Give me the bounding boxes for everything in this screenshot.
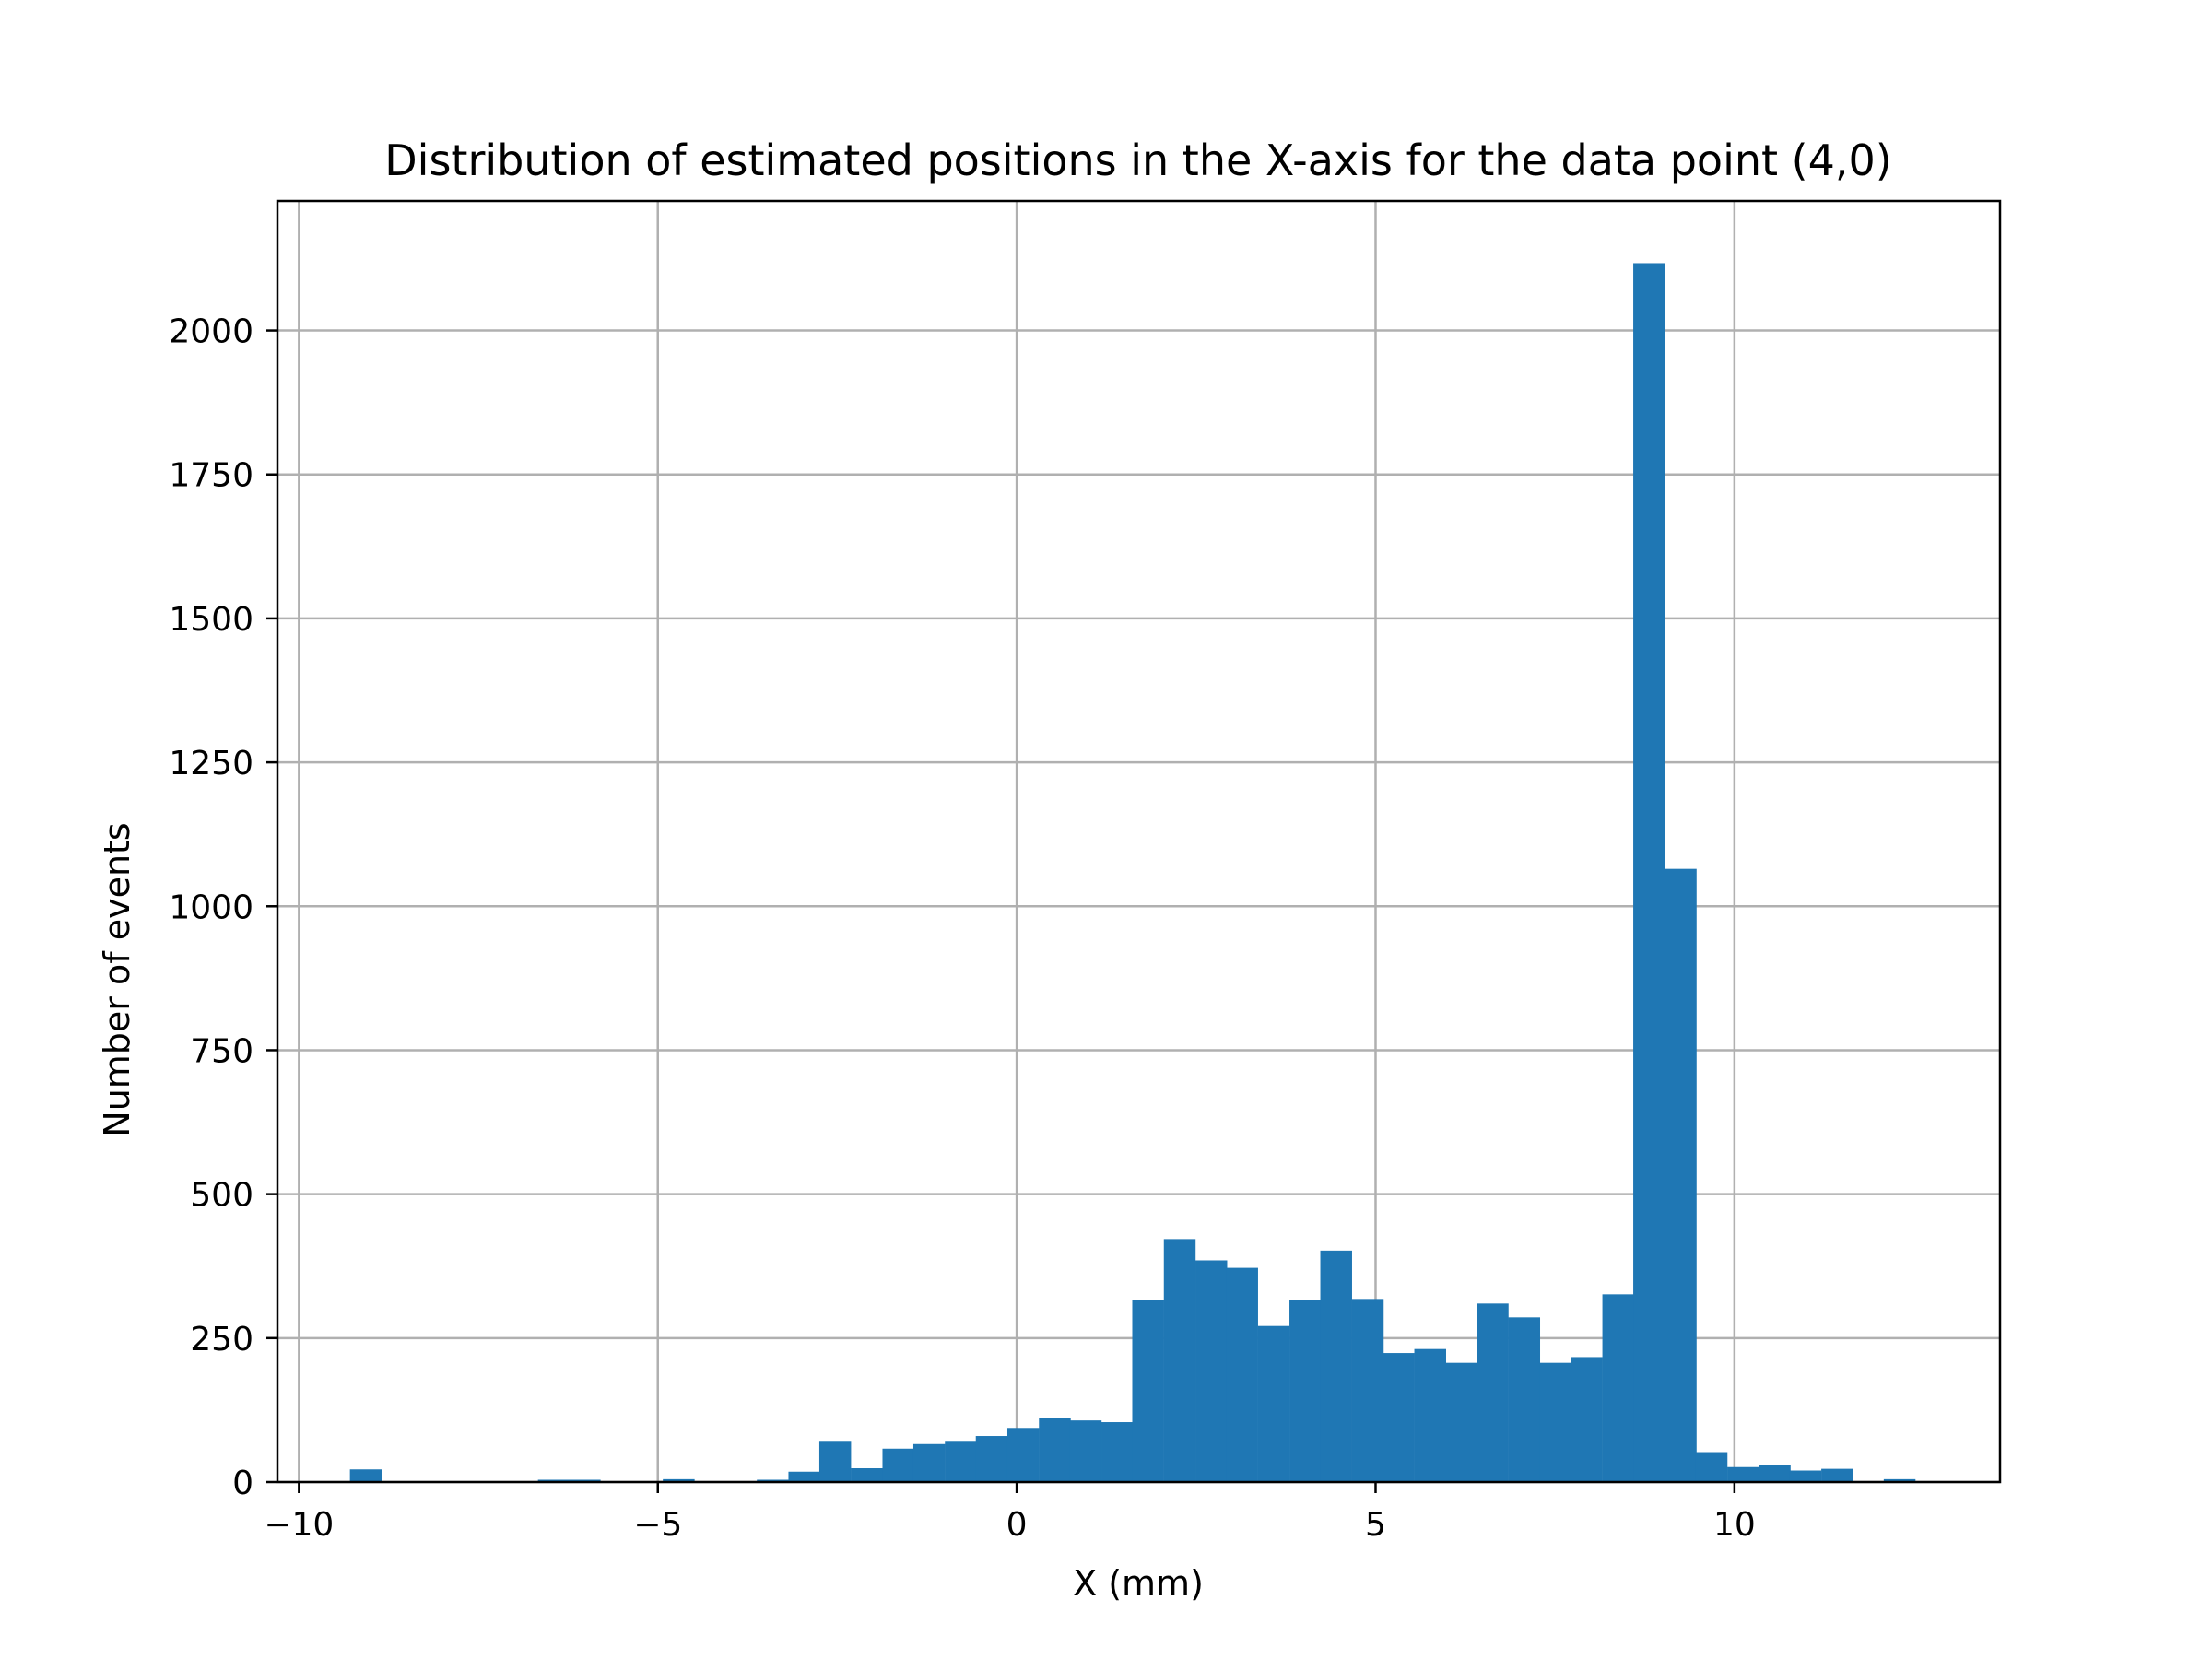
x-axis-label: X (mm) <box>1073 1563 1204 1604</box>
y-tick-label: 750 <box>190 1032 253 1070</box>
x-tick-label: 5 <box>1365 1506 1386 1544</box>
histogram-bar <box>1039 1418 1071 1482</box>
histogram-bar <box>1477 1303 1509 1482</box>
histogram-bar <box>1195 1260 1228 1482</box>
histogram-bar <box>1414 1348 1446 1482</box>
histogram-bar <box>1257 1325 1290 1482</box>
y-axis-ticks: 0 250 500 750 1000 1250 1500 1750 2000 <box>169 313 277 1502</box>
histogram-bar <box>1163 1239 1196 1482</box>
histogram-bar <box>788 1471 820 1482</box>
histogram-bar <box>1633 263 1665 1482</box>
histogram-bar <box>945 1441 977 1482</box>
y-tick-label: 0 <box>232 1465 253 1502</box>
histogram-bar <box>1665 868 1697 1482</box>
x-axis-ticks: −10 −5 0 5 10 <box>264 1482 1756 1544</box>
histogram-bar <box>1351 1299 1384 1482</box>
histogram-bar <box>1602 1294 1635 1482</box>
histogram-bar <box>1759 1465 1791 1482</box>
histogram-bar <box>882 1448 914 1482</box>
histogram-bar <box>349 1469 382 1482</box>
histogram-bar <box>1821 1468 1853 1482</box>
histogram-bar <box>1695 1452 1728 1482</box>
y-tick-label: 1500 <box>169 601 253 639</box>
histogram-bar <box>1508 1317 1541 1482</box>
histogram-bar <box>1132 1300 1164 1482</box>
histogram-bar <box>1883 1478 1916 1482</box>
histogram-bar <box>975 1436 1008 1482</box>
histogram-bar <box>1445 1362 1478 1482</box>
histogram-bar <box>912 1443 946 1482</box>
histogram-bar <box>1101 1422 1134 1482</box>
y-tick-label: 1000 <box>169 888 253 926</box>
histogram-bar <box>1539 1362 1571 1482</box>
x-tick-label: −10 <box>264 1506 334 1544</box>
histogram-bar <box>1069 1420 1102 1482</box>
plot-frame <box>276 199 2002 1484</box>
y-axis-label: Number of events <box>97 822 137 1136</box>
y-tick-label: 250 <box>190 1321 253 1359</box>
y-tick-label: 1750 <box>169 457 253 495</box>
x-tick-label: −5 <box>633 1506 682 1544</box>
histogram-bar <box>851 1468 883 1482</box>
histogram-bar <box>818 1441 852 1482</box>
x-tick-label: 10 <box>1713 1506 1756 1544</box>
histogram-bar <box>1727 1466 1759 1482</box>
histogram-bar <box>1226 1267 1258 1482</box>
histogram-bar <box>663 1478 695 1482</box>
histogram-bar <box>1382 1353 1415 1482</box>
histogram-bars <box>349 263 1916 1482</box>
histogram-bar <box>1320 1250 1352 1482</box>
y-tick-label: 1250 <box>169 745 253 782</box>
histogram-bar <box>1571 1357 1603 1482</box>
histogram-bar <box>1006 1428 1040 1482</box>
x-tick-label: 0 <box>1006 1506 1028 1544</box>
y-tick-label: 500 <box>190 1177 253 1215</box>
chart-title: Distribution of estimated positions in t… <box>384 135 1891 185</box>
histogram-bar <box>1789 1470 1822 1482</box>
y-tick-label: 2000 <box>169 313 253 351</box>
histogram-bar <box>1289 1300 1322 1482</box>
